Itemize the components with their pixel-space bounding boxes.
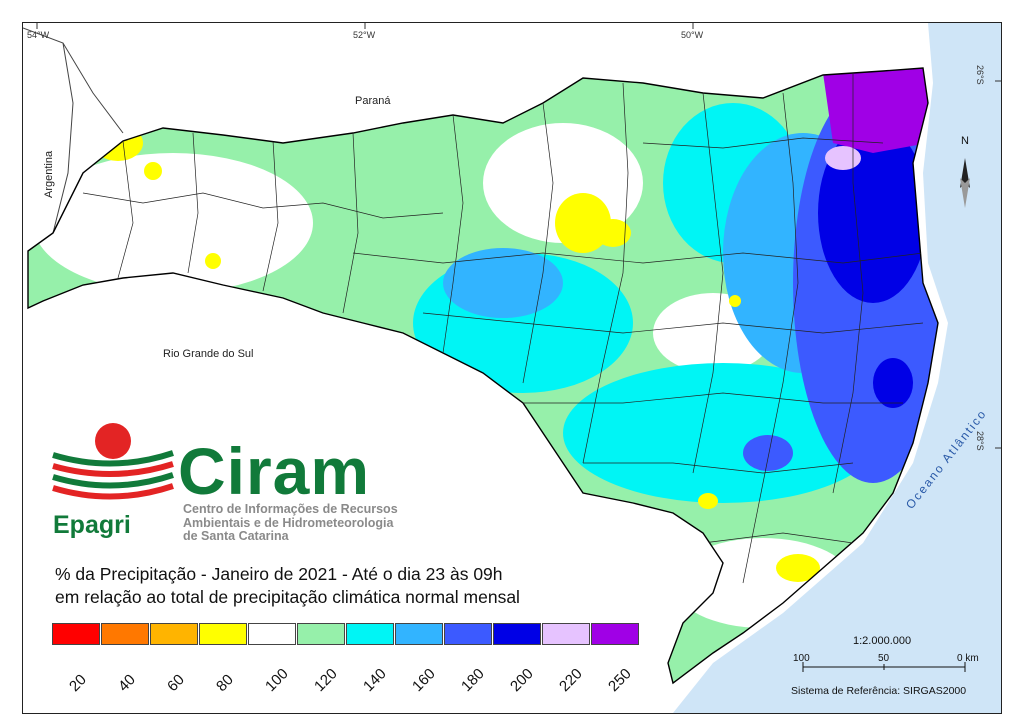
scale-bar bbox=[802, 662, 966, 672]
map-canvas bbox=[23, 23, 1001, 713]
legend-label: 220 bbox=[556, 665, 586, 696]
legend-label: 100 bbox=[262, 665, 292, 696]
legend-label: 180 bbox=[458, 665, 488, 696]
municipal-boundaries bbox=[82, 73, 924, 584]
legend-swatch bbox=[591, 623, 639, 645]
legend-label: 20 bbox=[66, 671, 90, 696]
region-label-argentina: Argentina bbox=[43, 150, 55, 198]
epagri-logo-text: Epagri bbox=[53, 511, 131, 539]
lon-label-54w: 54°W bbox=[27, 30, 50, 40]
legend-swatch bbox=[444, 623, 492, 645]
reference-system: Sistema de Referência: SIRGAS2000 bbox=[791, 685, 967, 697]
legend-swatch bbox=[150, 623, 198, 645]
ciram-subtitle: Centro de Informações de Recursos Ambien… bbox=[183, 502, 398, 544]
ciram-subtitle-line3: de Santa Catarina bbox=[183, 529, 289, 543]
legend-swatches bbox=[52, 623, 640, 645]
legend-swatch bbox=[248, 623, 296, 645]
legend-swatch bbox=[101, 623, 149, 645]
caption-line2: em relação ao total de precipitação clim… bbox=[55, 587, 520, 607]
border-parana bbox=[23, 27, 124, 134]
lat-label-26s: 26°S bbox=[975, 65, 985, 85]
scale-tick-100: 100 bbox=[793, 653, 810, 664]
legend-swatch bbox=[395, 623, 443, 645]
north-arrow bbox=[960, 158, 970, 208]
legend-swatch bbox=[346, 623, 394, 645]
legend-label: 60 bbox=[164, 671, 188, 696]
region-label-parana: Paraná bbox=[355, 95, 391, 107]
north-label: N bbox=[961, 135, 969, 147]
lon-label-50w: 50°W bbox=[681, 30, 704, 40]
legend-label: 40 bbox=[115, 671, 139, 696]
border-argentina bbox=[52, 42, 74, 234]
ocean-area bbox=[673, 23, 1001, 713]
region-label-rio-grande-do-sul: Rio Grande do Sul bbox=[163, 348, 254, 360]
map-caption: % da Precipitação - Janeiro de 2021 - At… bbox=[55, 563, 520, 609]
legend-label: 250 bbox=[605, 665, 635, 696]
ciram-logo-text: Ciram bbox=[178, 434, 371, 508]
lat-label-28s: 28°S bbox=[975, 431, 985, 451]
ciram-logo-mark bbox=[52, 423, 174, 500]
scale-tick-50: 50 bbox=[878, 653, 890, 664]
scale-tick-0: 0 km bbox=[957, 653, 979, 664]
caption-line1: % da Precipitação - Janeiro de 2021 - At… bbox=[55, 564, 503, 584]
ciram-subtitle-line2: Ambientais e de Hidrometeorologia bbox=[183, 515, 394, 530]
legend-labels: 20 40 60 80 100 120 140 160 180 200 220 250 bbox=[52, 659, 652, 699]
legend-label: 80 bbox=[213, 671, 237, 696]
legend-label: 200 bbox=[507, 665, 537, 696]
legend-label: 120 bbox=[311, 665, 341, 696]
ciram-subtitle-line1: Centro de Informações de Recursos bbox=[183, 502, 398, 516]
legend-swatch bbox=[542, 623, 590, 645]
legend-swatch bbox=[493, 623, 541, 645]
legend-label: 140 bbox=[360, 665, 390, 696]
legend-swatch bbox=[199, 623, 247, 645]
scale-ratio: 1:2.000.000 bbox=[853, 635, 912, 647]
lon-label-52w: 52°W bbox=[353, 30, 376, 40]
graticule-ticks bbox=[36, 23, 1001, 449]
map-frame: 54°W 52°W 50°W 26°S 28°S Paraná Argentin… bbox=[22, 22, 1002, 714]
state-outline bbox=[27, 67, 939, 685]
legend-label: 160 bbox=[409, 665, 439, 696]
legend-swatch bbox=[297, 623, 345, 645]
legend-swatch bbox=[52, 623, 100, 645]
